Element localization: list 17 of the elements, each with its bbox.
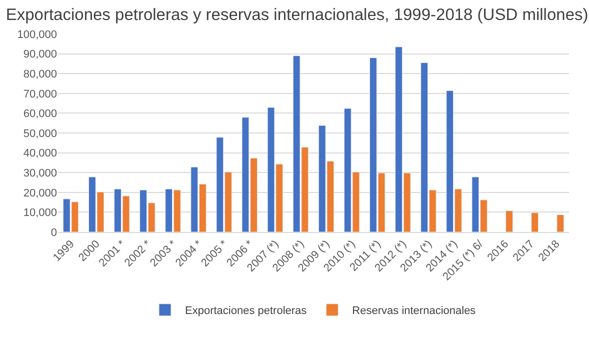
- y-tick-label: 20,000: [23, 187, 57, 200]
- bar: [506, 210, 513, 232]
- y-tick-label: 70,000: [23, 88, 57, 100]
- y-tick-label: 80,000: [23, 68, 57, 80]
- bar: [556, 214, 564, 232]
- chart-title: Exportaciones petroleras y reservas internacionales, 1999-2018 (USD millones): [6, 6, 588, 24]
- y-tick-label: 60,000: [23, 108, 57, 120]
- y-tick-label: 0: [50, 226, 57, 239]
- legend-label: Reservas internacionales: [352, 305, 476, 318]
- legend-label: Exportaciones petroleras: [185, 305, 308, 318]
- y-tick-label: 10,000: [23, 207, 57, 220]
- y-tick-label: 90,000: [23, 48, 57, 61]
- y-tick-label: 100,000: [17, 28, 57, 41]
- y-tick-label: 30,000: [23, 167, 57, 180]
- y-tick-label: 40,000: [23, 148, 57, 160]
- y-tick-label: 50,000: [23, 128, 57, 140]
- bar: [531, 212, 539, 232]
